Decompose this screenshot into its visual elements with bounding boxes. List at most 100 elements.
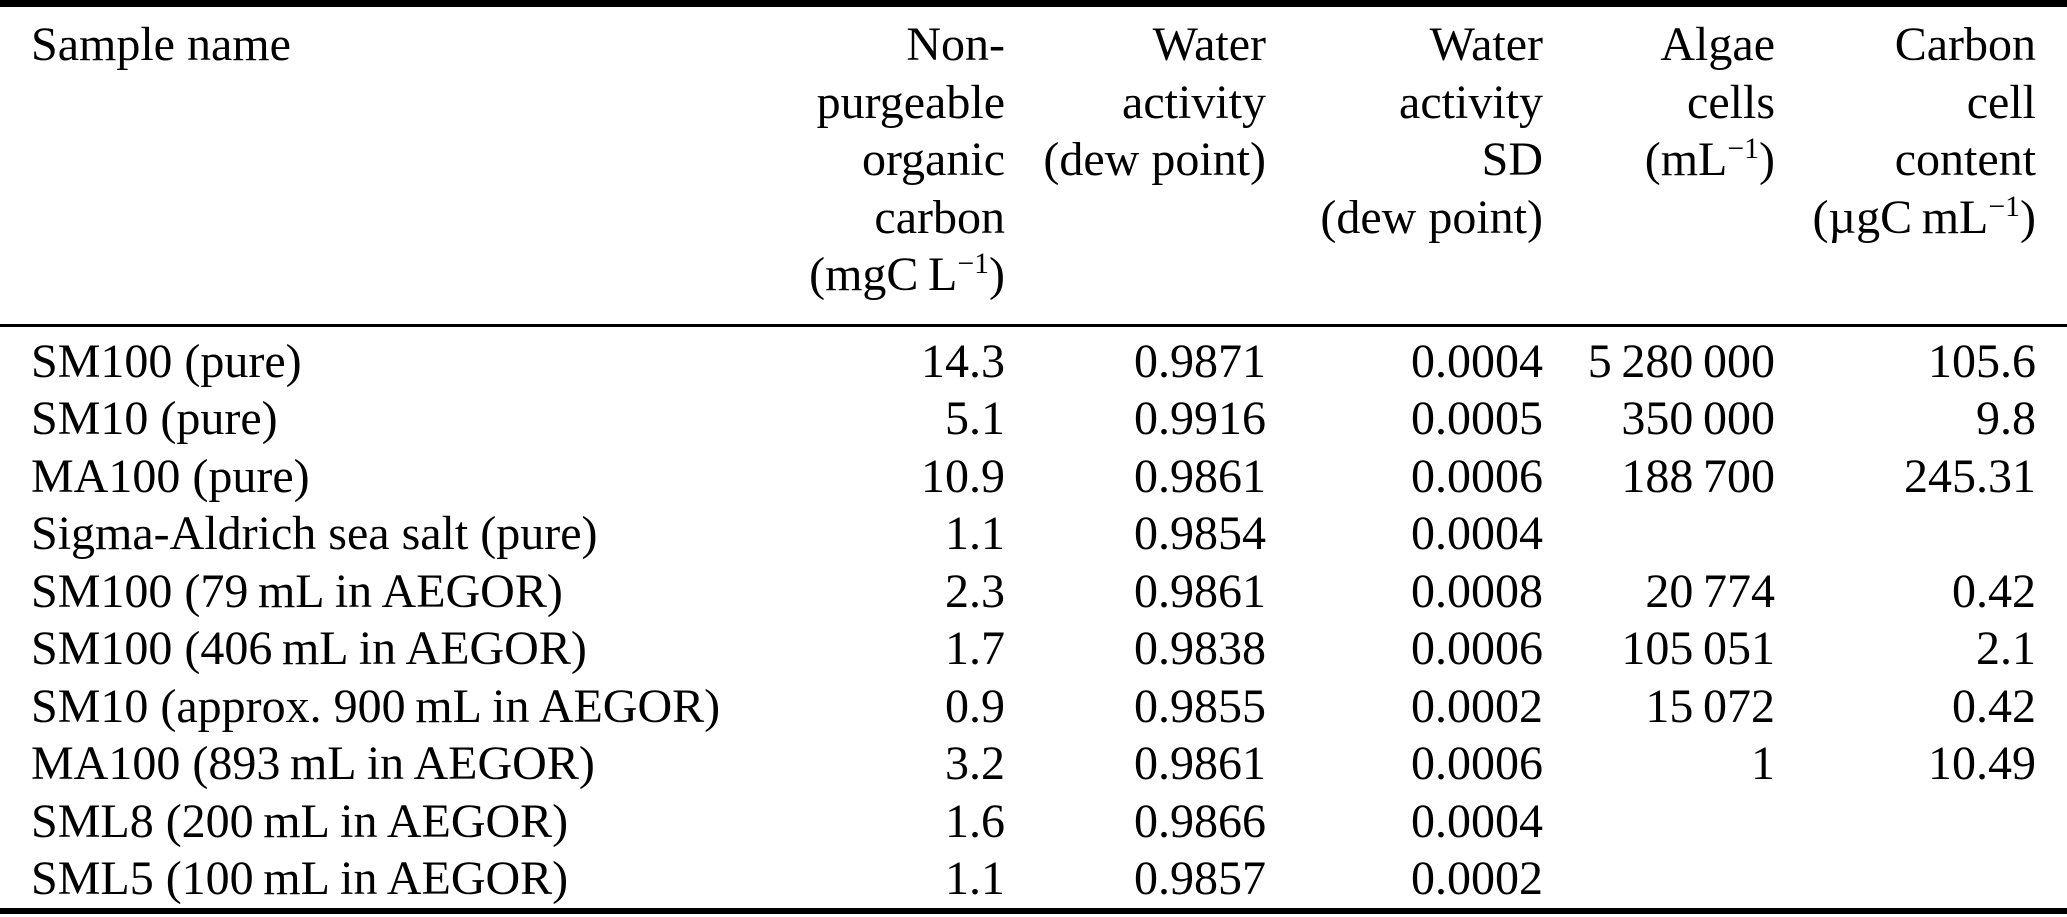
- header-line: Sample name: [31, 18, 291, 71]
- header-cell-water-activity: Water activity (dew point): [1005, 3, 1266, 327]
- cell-sample-name: SM10 (pure): [31, 392, 278, 445]
- header-cell-water-activity-sd: Water activity SD (dew point): [1266, 3, 1543, 327]
- table-row: SM10 (pure) 5.1 0.9916 0.0005 350 000 9.…: [0, 390, 2067, 448]
- cell-algae-cells: [1543, 505, 1775, 563]
- cell-algae-cells: [1543, 850, 1775, 911]
- cell-water-activity-sd: 0.0005: [1411, 392, 1543, 445]
- cell-npoc: 3.2: [945, 737, 1005, 790]
- header-line: (mL−1): [1644, 132, 1775, 186]
- cell-npoc: 1.1: [945, 852, 1005, 905]
- cell-algae-cells: 15 072: [1645, 679, 1775, 733]
- cell-carbon-cell-content: 105.6: [1928, 334, 2036, 388]
- header-cell-sample-name: Sample name: [0, 3, 731, 327]
- header-line: (mgC L−1): [809, 247, 1005, 301]
- cell-carbon-cell-content: 10.49: [1928, 737, 2036, 790]
- table-row: Sigma-Aldrich sea salt (pure) 1.1 0.9854…: [0, 505, 2067, 563]
- header-line: (dew point): [1043, 133, 1266, 186]
- table-row: MA100 (893 mL in AEGOR) 3.2 0.9861 0.000…: [0, 735, 2067, 793]
- header-line: Carbon: [1894, 18, 2036, 71]
- header-line: activity: [1399, 75, 1543, 129]
- table-row: SM100 (79 mL in AEGOR) 2.3 0.9861 0.0008…: [0, 563, 2067, 621]
- cell-sample-name: Sigma-Aldrich sea salt (pure): [31, 507, 598, 560]
- cell-water-activity: 0.9871: [1134, 334, 1266, 388]
- cell-carbon-cell-content: [1775, 793, 2067, 851]
- table-row: MA100 (pure) 10.9 0.9861 0.0006 188 700 …: [0, 448, 2067, 506]
- cell-water-activity-sd: 0.0006: [1411, 737, 1543, 790]
- cell-carbon-cell-content: [1775, 850, 2067, 911]
- cell-carbon-cell-content: 0.42: [1952, 679, 2036, 733]
- cell-water-activity: 0.9861: [1134, 449, 1266, 503]
- cell-water-activity-sd: 0.0004: [1411, 507, 1543, 560]
- cell-sample-name: SM100 (79 mL in AEGOR): [31, 564, 563, 618]
- header-line: (dew point): [1320, 190, 1543, 244]
- header-row: Sample name Non- purgeable organic carbo…: [0, 3, 2067, 327]
- cell-carbon-cell-content: 9.8: [1976, 392, 2036, 445]
- cell-npoc: 0.9: [945, 679, 1005, 733]
- table-body: SM100 (pure) 14.3 0.9871 0.0004 5 280 00…: [0, 325, 2067, 911]
- header-line: organic: [861, 133, 1005, 186]
- cell-water-activity: 0.9866: [1134, 794, 1266, 848]
- cell-sample-name: MA100 (893 mL in AEGOR): [31, 737, 595, 790]
- header-line: cell: [1966, 75, 2036, 129]
- cell-algae-cells: 350 000: [1621, 392, 1775, 445]
- header-cell-npoc: Non- purgeable organic carbon (mgC L−1): [731, 3, 1005, 327]
- cell-sample-name: SM10 (approx. 900 mL in AEGOR): [31, 679, 721, 733]
- table-row: SM10 (approx. 900 mL in AEGOR) 0.9 0.985…: [0, 678, 2067, 736]
- header-line: activity: [1122, 75, 1266, 129]
- cell-water-activity: 0.9916: [1134, 392, 1266, 445]
- cell-algae-cells: 20 774: [1645, 564, 1775, 618]
- cell-sample-name: SM100 (pure): [31, 334, 302, 388]
- cell-sample-name: SML5 (100 mL in AEGOR): [31, 852, 569, 905]
- cell-npoc: 1.7: [945, 622, 1005, 675]
- cell-npoc: 10.9: [921, 449, 1005, 503]
- cell-sample-name: SML8 (200 mL in AEGOR): [31, 794, 569, 848]
- cell-algae-cells: 1: [1751, 737, 1775, 790]
- cell-water-activity: 0.9854: [1134, 507, 1266, 560]
- header-line: (µgC mL−1): [1812, 189, 2036, 244]
- cell-algae-cells: 188 700: [1621, 449, 1775, 503]
- cell-sample-name: SM100 (406 mL in AEGOR): [31, 622, 587, 675]
- cell-carbon-cell-content: 0.42: [1952, 564, 2036, 618]
- cell-water-activity-sd: 0.0006: [1411, 622, 1543, 675]
- header-line: Water: [1152, 18, 1266, 71]
- cell-algae-cells: 105 051: [1621, 622, 1775, 675]
- cell-algae-cells: [1543, 793, 1775, 851]
- table-header: Sample name Non- purgeable organic carbo…: [0, 3, 2067, 327]
- cell-water-activity: 0.9861: [1134, 737, 1266, 790]
- cell-water-activity-sd: 0.0004: [1411, 794, 1543, 848]
- header-line: carbon: [874, 190, 1005, 244]
- cell-water-activity: 0.9857: [1134, 852, 1266, 905]
- cell-npoc: 2.3: [945, 564, 1005, 618]
- cell-sample-name: MA100 (pure): [31, 449, 310, 503]
- header-line: Non-: [906, 18, 1005, 71]
- cell-npoc: 5.1: [945, 392, 1005, 445]
- cell-npoc: 1.1: [945, 507, 1005, 560]
- header-cell-carbon-cell-content: Carbon cell content (µgC mL−1): [1775, 3, 2067, 327]
- table-row: SML5 (100 mL in AEGOR) 1.1 0.9857 0.0002: [0, 850, 2067, 911]
- cell-water-activity-sd: 0.0006: [1411, 449, 1543, 503]
- header-line: SD: [1481, 133, 1543, 186]
- cell-npoc: 14.3: [921, 334, 1005, 388]
- cell-water-activity-sd: 0.0008: [1411, 564, 1543, 618]
- header-line: content: [1894, 133, 2036, 186]
- header-line: Water: [1429, 18, 1543, 71]
- cell-water-activity-sd: 0.0002: [1411, 679, 1543, 733]
- cell-carbon-cell-content: 245.31: [1904, 449, 2036, 503]
- header-cell-algae-cells: Algae cells (mL−1): [1543, 3, 1775, 327]
- cell-carbon-cell-content: [1775, 505, 2067, 563]
- cell-water-activity: 0.9855: [1134, 679, 1266, 733]
- header-line: cells: [1687, 75, 1775, 129]
- cell-carbon-cell-content: 2.1: [1976, 622, 2036, 675]
- header-line: Algae: [1660, 18, 1775, 71]
- cell-water-activity: 0.9838: [1134, 622, 1266, 675]
- cell-water-activity: 0.9861: [1134, 564, 1266, 618]
- cell-algae-cells: 5 280 000: [1587, 334, 1775, 388]
- cell-water-activity-sd: 0.0002: [1411, 852, 1543, 905]
- cell-npoc: 1.6: [945, 794, 1005, 848]
- table-row: SM100 (pure) 14.3 0.9871 0.0004 5 280 00…: [0, 325, 2067, 390]
- table-row: SM100 (406 mL in AEGOR) 1.7 0.9838 0.000…: [0, 620, 2067, 678]
- header-line: purgeable: [816, 75, 1005, 129]
- cell-water-activity-sd: 0.0004: [1411, 334, 1543, 388]
